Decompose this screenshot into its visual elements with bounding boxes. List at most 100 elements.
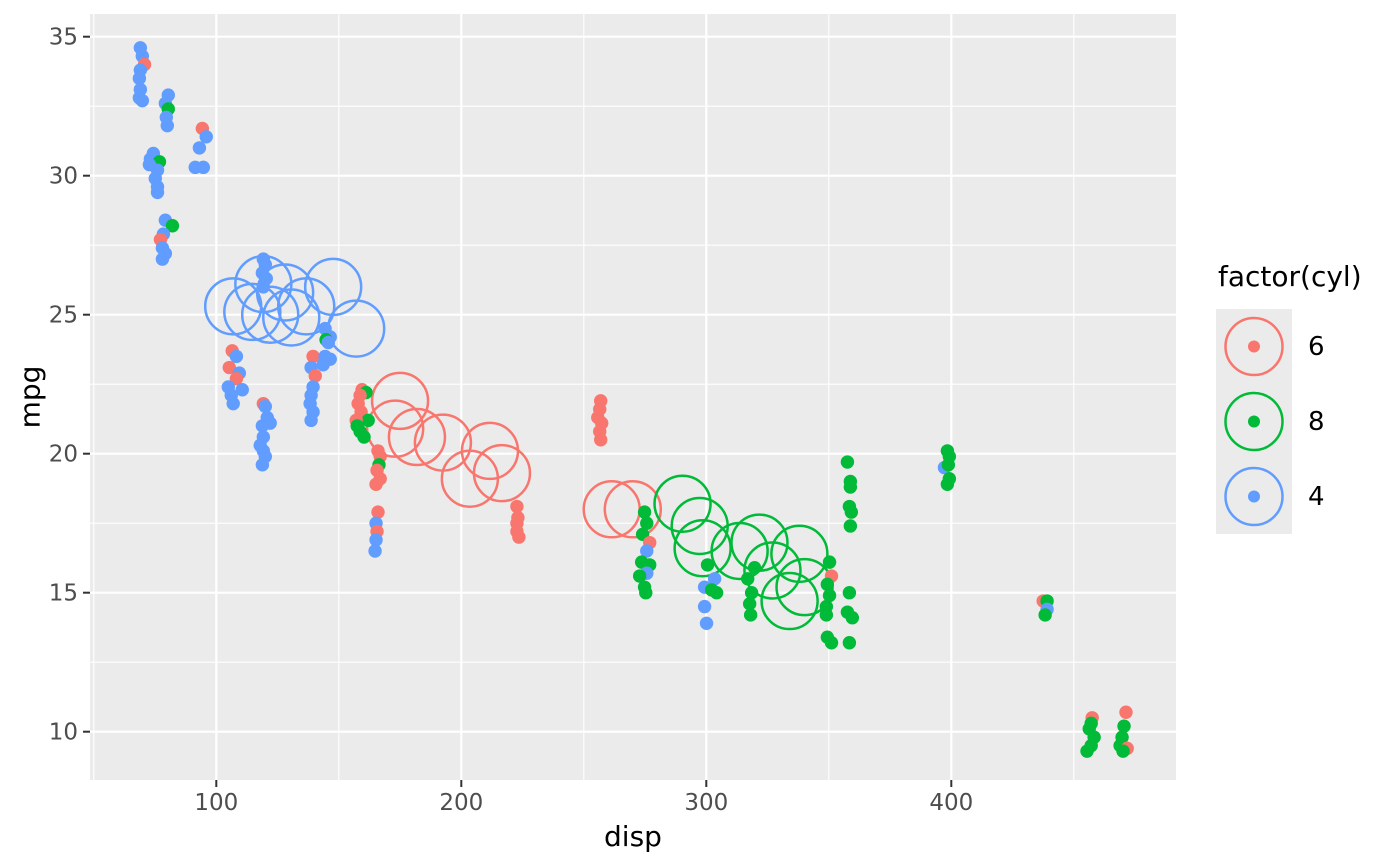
jitter-circle xyxy=(223,282,282,342)
data-point xyxy=(640,516,654,530)
x-tick-label: 100 xyxy=(194,790,238,816)
data-point xyxy=(369,533,383,547)
data-point xyxy=(150,185,165,200)
legend-entry-label: 4 xyxy=(1308,481,1325,512)
jitter-circle xyxy=(387,407,447,467)
data-point xyxy=(369,477,383,491)
jitter-circle xyxy=(262,288,321,347)
data-point xyxy=(843,480,858,494)
x-tick-label: 400 xyxy=(929,790,973,816)
data-point xyxy=(229,371,244,386)
data-point xyxy=(822,588,837,603)
jitter-circle xyxy=(472,443,532,503)
data-point xyxy=(840,455,855,469)
data-point xyxy=(256,280,271,294)
data-point xyxy=(1038,608,1052,622)
y-tick-label: 25 xyxy=(49,303,78,329)
jitter-circle xyxy=(603,480,663,539)
data-point xyxy=(842,636,857,650)
y-tick-label: 10 xyxy=(49,720,78,746)
data-point xyxy=(160,118,174,133)
data-point xyxy=(1117,719,1131,733)
legend-entries: 6 8 4 xyxy=(1216,309,1362,534)
jitter-circle xyxy=(673,518,732,578)
data-point xyxy=(510,499,524,514)
data-point xyxy=(196,160,211,175)
data-point xyxy=(258,399,272,414)
data-point xyxy=(640,544,654,558)
data-point xyxy=(632,569,647,583)
data-point xyxy=(255,419,270,433)
data-point xyxy=(357,430,371,444)
data-point xyxy=(824,636,839,650)
data-point xyxy=(135,93,150,108)
data-point xyxy=(316,358,330,372)
data-point xyxy=(741,572,755,586)
data-point xyxy=(371,505,385,519)
data-point xyxy=(697,599,712,614)
data-point xyxy=(594,433,608,447)
data-point xyxy=(321,335,335,350)
y-tick-label: 15 xyxy=(49,581,78,607)
y-tick-label: 30 xyxy=(49,164,78,190)
data-point xyxy=(1119,705,1133,719)
legend-entry: 8 xyxy=(1216,384,1362,459)
data-point xyxy=(229,349,244,364)
legend-entry-label: 8 xyxy=(1308,406,1325,437)
data-point xyxy=(235,383,249,397)
x-axis-title: disp xyxy=(604,820,662,853)
jitter-circle xyxy=(653,474,712,533)
data-point xyxy=(819,608,834,622)
data-point xyxy=(707,572,722,586)
data-point xyxy=(226,396,240,411)
data-point xyxy=(843,519,858,533)
x-tick-label: 200 xyxy=(439,790,483,816)
data-point xyxy=(306,349,320,364)
legend-entry: 6 xyxy=(1216,309,1362,384)
data-point xyxy=(743,608,758,622)
jitter-circle xyxy=(760,571,819,631)
y-axis-title: mpg xyxy=(13,365,47,429)
data-point xyxy=(844,505,859,519)
data-point xyxy=(255,458,270,472)
data-point xyxy=(199,130,213,144)
data-point xyxy=(361,413,375,428)
jitter-circle xyxy=(365,399,425,458)
data-point xyxy=(747,560,762,575)
data-point xyxy=(222,360,236,375)
data-point xyxy=(820,577,835,592)
data-point xyxy=(845,611,860,625)
jitter-circle xyxy=(303,257,363,317)
legend-entry-label: 6 xyxy=(1308,331,1325,362)
data-point xyxy=(842,586,857,600)
plot-panel xyxy=(90,14,1176,780)
jitter-circle xyxy=(770,524,829,584)
jitter-circle xyxy=(240,285,300,344)
y-tick-label: 20 xyxy=(49,442,78,468)
jitter-circle xyxy=(255,263,315,322)
data-point xyxy=(132,71,147,86)
data-point xyxy=(512,530,526,544)
legend-key-icon xyxy=(1216,309,1292,384)
data-point xyxy=(639,586,653,600)
data-point xyxy=(637,505,652,519)
legend: factor(cyl) 6 8 4 xyxy=(1216,260,1362,534)
data-point xyxy=(192,141,207,155)
data-point xyxy=(700,558,715,572)
data-point xyxy=(1080,744,1094,758)
data-point xyxy=(155,252,170,266)
data-point xyxy=(941,458,956,472)
data-point xyxy=(744,586,759,600)
data-point xyxy=(368,544,382,558)
data-point xyxy=(308,369,322,383)
legend-title: factor(cyl) xyxy=(1218,260,1362,293)
data-point xyxy=(822,555,837,569)
data-point xyxy=(940,477,955,491)
data-point xyxy=(165,219,180,233)
data-point xyxy=(709,586,724,600)
data-point xyxy=(742,597,757,611)
y-tick-label: 35 xyxy=(49,25,78,51)
data-point xyxy=(699,616,714,630)
